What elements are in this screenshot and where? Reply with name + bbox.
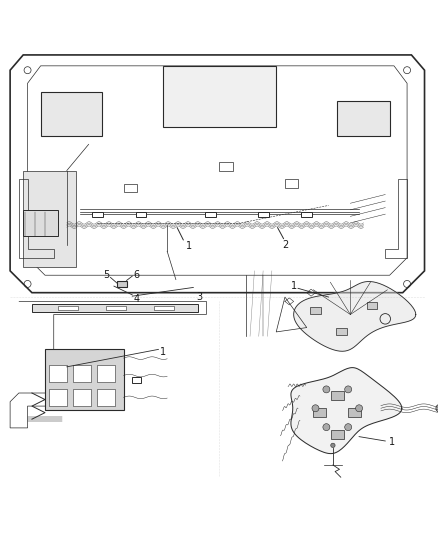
Bar	[154, 306, 173, 310]
Circle shape	[311, 405, 318, 412]
Circle shape	[435, 405, 438, 412]
Bar	[313, 408, 325, 417]
Bar	[336, 328, 346, 335]
Circle shape	[322, 386, 329, 393]
Text: 2: 2	[281, 240, 287, 249]
Bar	[135, 212, 146, 217]
Bar	[300, 212, 311, 217]
Bar	[132, 377, 141, 383]
Text: 1: 1	[290, 281, 296, 291]
Bar	[97, 389, 115, 406]
Text: 3: 3	[196, 292, 202, 302]
Bar	[23, 171, 75, 266]
Polygon shape	[290, 368, 401, 454]
Text: 6: 6	[133, 270, 139, 280]
Bar	[49, 389, 67, 406]
Circle shape	[330, 443, 334, 448]
Bar	[257, 212, 268, 217]
Bar	[336, 101, 389, 135]
Bar	[284, 179, 297, 188]
Bar	[219, 162, 232, 171]
Bar	[73, 389, 91, 406]
Bar	[32, 304, 197, 312]
Text: 1: 1	[185, 240, 191, 251]
Circle shape	[344, 386, 351, 393]
Bar	[97, 365, 115, 382]
Text: 4: 4	[133, 294, 139, 304]
Bar	[330, 391, 343, 400]
Bar	[49, 365, 67, 382]
Text: 1: 1	[159, 346, 166, 357]
Bar	[45, 350, 123, 410]
Bar	[123, 183, 136, 192]
Bar	[162, 66, 276, 127]
Bar	[366, 302, 377, 309]
Bar	[330, 430, 343, 439]
Bar	[73, 365, 91, 382]
Bar	[23, 210, 58, 236]
Bar	[347, 408, 360, 417]
Bar	[310, 306, 320, 313]
Bar	[117, 281, 126, 287]
Text: 1: 1	[388, 437, 394, 447]
Circle shape	[322, 424, 329, 431]
Polygon shape	[293, 281, 415, 351]
Circle shape	[355, 405, 362, 412]
Bar	[106, 306, 125, 310]
Bar	[58, 306, 78, 310]
Bar	[92, 212, 102, 217]
Text: 5: 5	[103, 270, 109, 280]
Circle shape	[344, 424, 351, 431]
Bar	[41, 92, 102, 135]
Bar	[205, 212, 216, 217]
